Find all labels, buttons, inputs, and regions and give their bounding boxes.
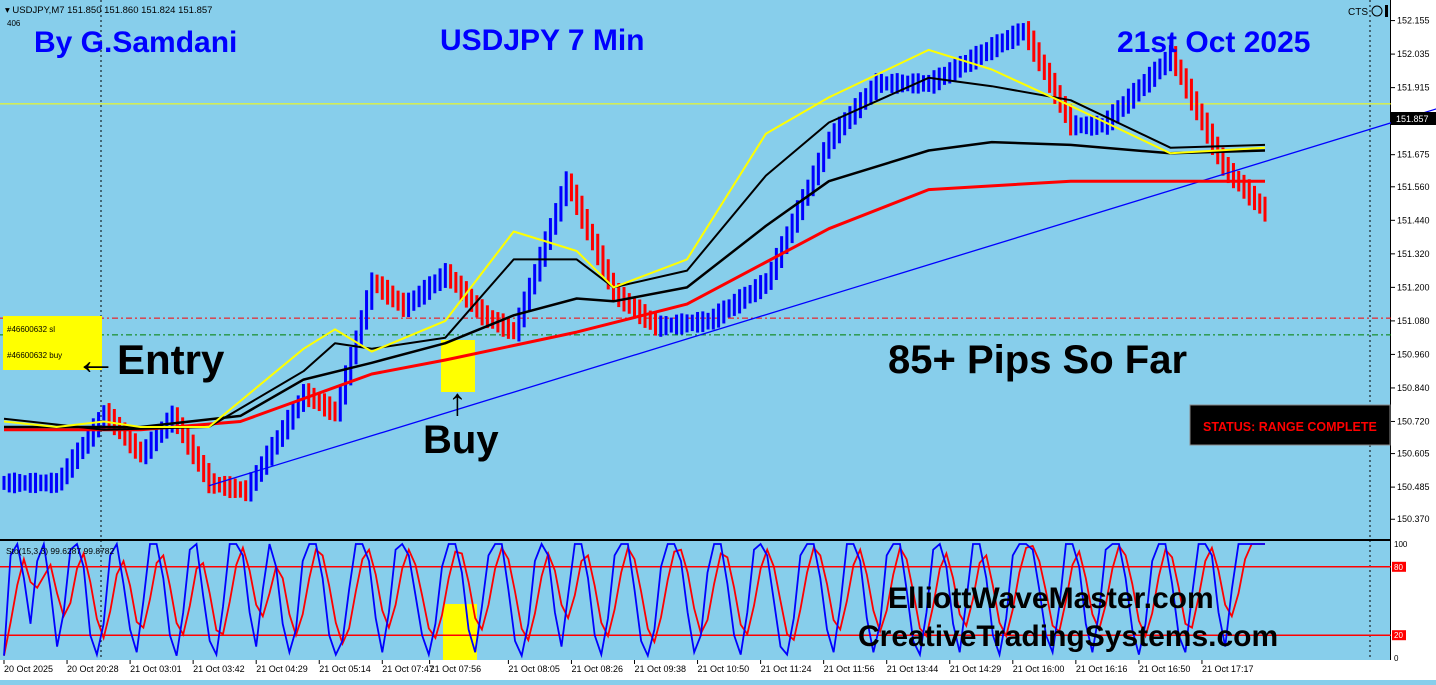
stoch-highlight: [443, 604, 477, 660]
time-tick-label: 20 Oct 2025: [4, 664, 53, 674]
stochastic-label: Sto(15,3,3) 99.6287 99.8782: [6, 546, 114, 556]
time-tick-label: 21 Oct 16:00: [1013, 664, 1065, 674]
price-tick-label: 151.675: [1397, 150, 1430, 160]
price-tick-label: 150.485: [1397, 482, 1430, 492]
website-1: ElliottWaveMaster.com: [888, 582, 1214, 615]
stoch-signal-line: [3, 543, 1265, 656]
entry-label: ←Entry: [75, 336, 225, 383]
price-lines: [0, 103, 1391, 336]
price-tick-label: 152.155: [1397, 16, 1430, 26]
price-tick-label: 151.560: [1397, 182, 1430, 192]
current-price-label: 151.857: [1396, 114, 1429, 124]
buy-arrow-icon: ↑: [448, 382, 467, 424]
time-tick-label: 21 Oct 08:26: [571, 664, 623, 674]
symbol-info: ▾ USDJPY,M7 151.850 151.860 151.824 151.…: [5, 5, 212, 16]
time-tick-label: 21 Oct 17:17: [1202, 664, 1254, 674]
price-tick-label: 151.320: [1397, 249, 1430, 259]
price-tick-label: 150.960: [1397, 349, 1430, 359]
price-tick-label: 151.080: [1397, 316, 1430, 326]
price-bars: [2, 21, 1267, 502]
cts-clock-icon[interactable]: [1371, 5, 1383, 17]
time-tick-label: 21 Oct 10:50: [698, 664, 750, 674]
time-tick-label: 21 Oct 07:56: [430, 664, 482, 674]
buy-highlight: [441, 340, 475, 392]
ma-slow-red: [4, 179, 1265, 432]
pips-label: 85+ Pips So Far: [888, 338, 1187, 382]
time-tick-label: 21 Oct 08:05: [508, 664, 560, 674]
stoch-tick-label: 100: [1394, 540, 1408, 549]
bar-count-label: 406: [7, 19, 21, 28]
ma-black-slow: [4, 140, 1266, 429]
price-tick-label: 151.440: [1397, 215, 1430, 225]
time-tick-label: 21 Oct 05:14: [319, 664, 371, 674]
time-tick-label: 21 Oct 09:38: [635, 664, 687, 674]
price-tick-label: 151.915: [1397, 83, 1430, 93]
time-scale-background: [0, 660, 1391, 680]
time-tick-label: 21 Oct 03:42: [193, 664, 245, 674]
time-tick-label: 21 Oct 07:47: [382, 664, 434, 674]
time-tick-label: 21 Oct 11:24: [761, 664, 812, 674]
cts-label: CTS: [1348, 7, 1368, 18]
time-tick-label: 20 Oct 20:28: [67, 664, 119, 674]
price-scale-background: [1391, 0, 1436, 680]
time-tick-label: 21 Oct 16:50: [1139, 664, 1191, 674]
chart-title: USDJPY 7 Min: [440, 24, 645, 57]
website-2: CreativeTradingSystems.com: [858, 620, 1278, 653]
price-tick-label: 150.720: [1397, 416, 1430, 426]
price-tick-label: 152.035: [1397, 49, 1430, 59]
stoch-tick-label: 80: [1394, 563, 1403, 572]
time-tick-label: 21 Oct 13:44: [887, 664, 939, 674]
time-tick-label: 21 Oct 03:01: [130, 664, 182, 674]
order-buy-label: #46600632 buy: [7, 351, 62, 360]
buy-label: Buy: [423, 418, 499, 462]
price-tick-label: 150.840: [1397, 383, 1430, 393]
ma-black-fast: [3, 76, 1266, 431]
current-price-box: [1391, 112, 1436, 125]
status-text: STATUS: RANGE COMPLETE: [1203, 420, 1377, 434]
time-tick-label: 21 Oct 04:29: [256, 664, 308, 674]
price-tick-label: 150.605: [1397, 449, 1430, 459]
time-tick-label: 21 Oct 16:16: [1076, 664, 1128, 674]
stoch-main-line: [3, 540, 1265, 659]
ma-fast-yellow: [3, 48, 1266, 428]
order-label-box: [3, 316, 102, 370]
time-tick-label: 21 Oct 14:29: [950, 664, 1002, 674]
order-sl-label: #46600632 sl: [7, 325, 55, 334]
stoch-level-box: [1392, 630, 1406, 641]
stoch-tick-label: 0: [1394, 654, 1399, 663]
price-tick-label: 150.370: [1397, 514, 1430, 524]
moving-averages: [3, 48, 1436, 487]
stochastic-axis-ticks: 100 80 20 0: [1392, 540, 1408, 663]
time-axis-ticks: 20 Oct 2025 20 Oct 20:28 21 Oct 03:01 21 Oc…: [3, 660, 1254, 674]
trendline: [208, 108, 1436, 487]
stoch-tick-label: 20: [1394, 631, 1403, 640]
status-box: [1189, 404, 1391, 446]
price-tick-label: 151.200: [1397, 282, 1430, 292]
stoch-level-box: [1392, 561, 1406, 572]
cts-scroll-icon: [1385, 5, 1388, 17]
time-tick-label: 21 Oct 11:56: [824, 664, 875, 674]
stochastic-pane: [0, 540, 1391, 659]
author-label: By G.Samdani: [34, 26, 237, 59]
date-label: 21st Oct 2025: [1117, 26, 1310, 59]
